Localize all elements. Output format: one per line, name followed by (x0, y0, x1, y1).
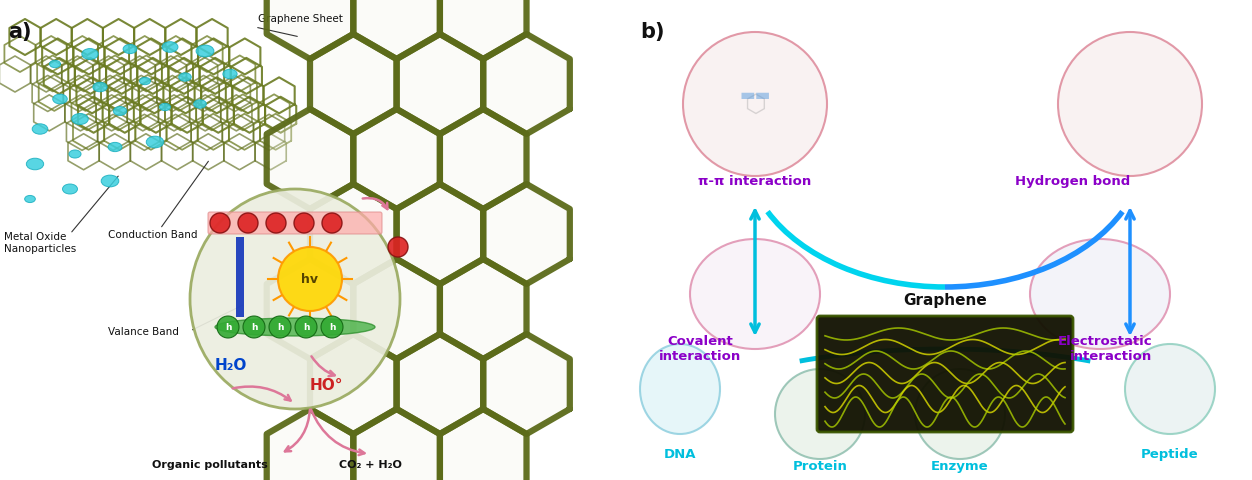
Polygon shape (267, 0, 353, 60)
Polygon shape (483, 185, 570, 285)
Ellipse shape (159, 104, 170, 111)
Circle shape (243, 316, 265, 338)
Text: h: h (329, 323, 336, 332)
Text: H₂O: H₂O (215, 357, 248, 372)
Ellipse shape (640, 344, 720, 434)
Circle shape (278, 248, 342, 312)
Text: h: h (250, 323, 257, 332)
Text: Valance Band: Valance Band (108, 326, 179, 336)
Polygon shape (397, 35, 483, 135)
FancyBboxPatch shape (208, 213, 382, 235)
Text: Conduction Band: Conduction Band (108, 229, 198, 240)
Polygon shape (267, 110, 353, 210)
Ellipse shape (123, 45, 136, 55)
Ellipse shape (1030, 240, 1171, 349)
Polygon shape (397, 185, 483, 285)
Circle shape (265, 214, 285, 233)
Text: Graphene: Graphene (903, 292, 987, 307)
Polygon shape (483, 35, 570, 135)
Circle shape (269, 316, 290, 338)
Text: Hydrogen bond: Hydrogen bond (1015, 175, 1131, 188)
Ellipse shape (215, 318, 376, 336)
Ellipse shape (93, 83, 108, 93)
Text: h: h (277, 323, 283, 332)
Ellipse shape (81, 49, 98, 60)
Ellipse shape (26, 159, 44, 170)
Ellipse shape (25, 196, 35, 203)
Polygon shape (310, 185, 397, 285)
FancyBboxPatch shape (818, 316, 1073, 432)
Polygon shape (439, 0, 527, 60)
Polygon shape (353, 0, 439, 60)
Text: DNA: DNA (664, 447, 696, 460)
Text: Nanoparticles: Nanoparticles (4, 243, 76, 253)
Polygon shape (353, 260, 439, 359)
Ellipse shape (162, 43, 178, 53)
Text: Enzyme: Enzyme (931, 459, 989, 472)
Text: h: h (225, 323, 232, 332)
Ellipse shape (114, 108, 126, 116)
Ellipse shape (1126, 344, 1214, 434)
Polygon shape (439, 110, 527, 210)
Ellipse shape (53, 95, 68, 105)
Text: ⬡: ⬡ (744, 93, 766, 117)
Polygon shape (353, 110, 439, 210)
Ellipse shape (775, 369, 865, 459)
Circle shape (238, 214, 258, 233)
Circle shape (321, 316, 343, 338)
Ellipse shape (50, 61, 60, 69)
Ellipse shape (223, 70, 237, 80)
Polygon shape (483, 334, 570, 434)
Ellipse shape (71, 114, 88, 125)
Ellipse shape (139, 78, 150, 85)
FancyBboxPatch shape (235, 238, 244, 317)
Circle shape (322, 214, 342, 233)
Ellipse shape (146, 137, 164, 148)
Text: Covalent: Covalent (667, 334, 732, 347)
Text: interaction: interaction (659, 349, 741, 362)
Circle shape (388, 238, 408, 257)
Polygon shape (310, 35, 397, 135)
Text: hv: hv (302, 273, 318, 286)
Text: Peptide: Peptide (1141, 447, 1199, 460)
Text: interaction: interaction (1069, 349, 1152, 362)
Ellipse shape (190, 190, 399, 409)
Circle shape (210, 214, 230, 233)
Ellipse shape (690, 240, 820, 349)
Text: π-π interaction: π-π interaction (699, 175, 811, 188)
Ellipse shape (179, 73, 192, 82)
Text: b): b) (640, 22, 665, 42)
Polygon shape (310, 334, 397, 434)
Circle shape (294, 214, 314, 233)
Polygon shape (439, 409, 527, 480)
Ellipse shape (33, 124, 48, 135)
Text: Metal Oxide: Metal Oxide (4, 231, 66, 241)
Text: HO°: HO° (310, 377, 343, 392)
Text: Graphene Sheet: Graphene Sheet (258, 14, 343, 24)
Text: CO₂ + H₂O: CO₂ + H₂O (338, 459, 402, 469)
Ellipse shape (915, 369, 1005, 459)
Polygon shape (353, 409, 439, 480)
Text: h: h (303, 323, 309, 332)
Ellipse shape (69, 151, 81, 159)
Polygon shape (267, 409, 353, 480)
Polygon shape (397, 334, 483, 434)
Ellipse shape (63, 185, 78, 194)
Circle shape (217, 316, 239, 338)
Text: a): a) (8, 22, 31, 42)
Polygon shape (267, 260, 353, 359)
Text: ▬▬: ▬▬ (739, 86, 771, 104)
Circle shape (295, 316, 317, 338)
Ellipse shape (108, 143, 121, 152)
Text: Organic pollutants: Organic pollutants (153, 459, 268, 469)
Ellipse shape (1058, 33, 1202, 177)
Polygon shape (439, 260, 527, 359)
Ellipse shape (101, 176, 119, 188)
Text: Electrostatic: Electrostatic (1058, 334, 1152, 347)
Ellipse shape (194, 101, 207, 109)
Ellipse shape (197, 46, 214, 58)
Ellipse shape (684, 33, 828, 177)
Text: Protein: Protein (793, 459, 848, 472)
